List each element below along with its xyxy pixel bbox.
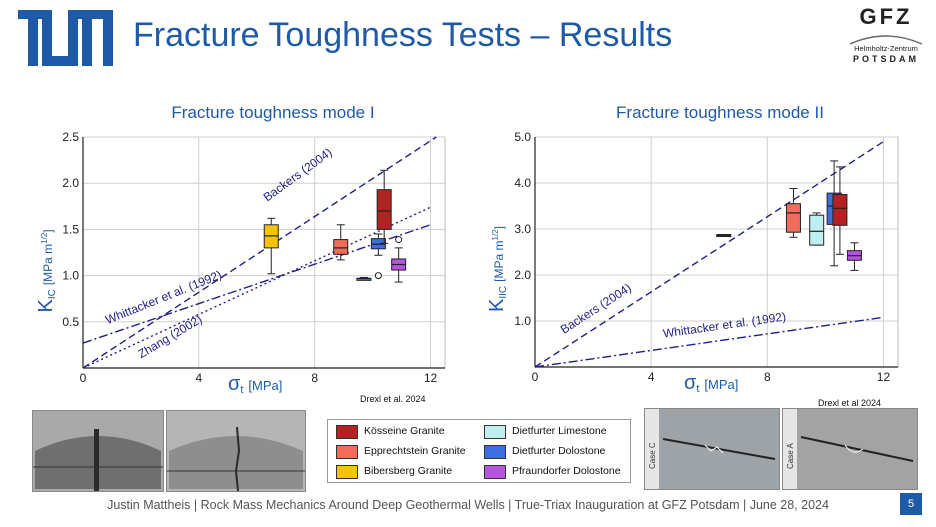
y-tick-label: 4.0 (514, 176, 531, 190)
specimen-image: Case C (645, 409, 779, 489)
legend-label: Dietfurter Dolostone (512, 445, 606, 457)
specimen-photo-mode2-a: Case A (782, 408, 918, 490)
legend-label: Dietfurter Limestone (512, 425, 607, 437)
outlier (395, 236, 403, 244)
x-axis-label: σt [MPa] (684, 372, 738, 395)
slide-title: Fracture Toughness Tests – Results (133, 16, 673, 54)
case-a-label: Case A (786, 443, 795, 469)
y-axis-label: KIC[MPa m1/2] (35, 229, 58, 312)
legend-label: Kösseine Granite (364, 425, 445, 437)
x-tick-label: 0 (532, 370, 539, 384)
y-tick-label: 2.0 (62, 176, 79, 190)
outlier (374, 272, 382, 280)
legend-swatch (336, 445, 358, 459)
x-tick-label: 12 (877, 370, 891, 384)
reference-line (534, 141, 884, 368)
box (333, 239, 349, 255)
x-tick-label: 8 (311, 371, 318, 385)
x-tick-label: 12 (424, 371, 438, 385)
y-tick-label: 1.5 (62, 222, 79, 236)
footer-text: Justin Mattheis | Rock Mass Mechanics Ar… (107, 498, 829, 512)
tum-logo (18, 10, 113, 66)
specimen-image (33, 411, 163, 491)
y-tick-label: 1.0 (514, 314, 531, 328)
x-tick-label: 8 (764, 370, 771, 384)
y-tick-label: 5.0 (514, 130, 531, 144)
legend-swatch (336, 425, 358, 439)
y-tick-label: 0.5 (62, 315, 79, 329)
legend-label: Bibersberg Granite (364, 465, 453, 477)
box (785, 203, 801, 233)
specimen-image (167, 411, 305, 491)
specimen-photo-mode1-a (32, 410, 164, 492)
source-note: Drexl et al. 2024 (360, 394, 426, 404)
x-tick-label: 0 (80, 371, 87, 385)
x-tick-label: 4 (195, 371, 202, 385)
legend-swatch (484, 465, 506, 479)
reference-line (82, 206, 431, 369)
chart-title: Fracture toughness mode II (616, 103, 824, 122)
legend-label: Pfraundorfer Dolostone (512, 465, 621, 477)
y-axis-label: KIIC[MPa m1/2] (486, 226, 509, 312)
specimen-image: Case A (783, 409, 917, 489)
x-tick-label: 4 (648, 370, 655, 384)
page-number: 5 (900, 493, 922, 515)
legend-label: Epprechtstein Granite (364, 445, 466, 457)
legend-swatch (484, 425, 506, 439)
x-axis-label: σt [MPa] (228, 373, 282, 396)
gfz-logo-swoosh (849, 35, 923, 45)
box (832, 194, 848, 226)
gfz-logo: GFZ Helmholtz-Zentrum POTSDAM (840, 4, 932, 64)
y-tick-label: 1.0 (62, 269, 79, 283)
gfz-logo-name: GFZ (859, 4, 913, 29)
box (809, 214, 825, 246)
y-tick-label: 2.5 (62, 130, 79, 144)
legend: Kösseine Granite Epprechtstein Granite B… (327, 419, 631, 483)
charts-canvas: Fracture toughness mode I 0 4 8 12 0.5 1.0 1.5 2… (35, 103, 899, 408)
legend-swatch (336, 465, 358, 479)
reference-line (82, 136, 437, 369)
box (376, 189, 392, 230)
gfz-logo-line1: Helmholtz-Zentrum (854, 44, 918, 53)
gfz-logo-line2: POTSDAM (853, 54, 919, 64)
specimen-photo-mode1-b (166, 410, 306, 492)
plot-area (82, 136, 446, 369)
case-c-label: Case C (648, 442, 657, 469)
y-tick-label: 3.0 (514, 222, 531, 236)
reference-line (534, 316, 884, 368)
source-note: Drexl et al 2024 (818, 398, 881, 408)
chart-title: Fracture toughness mode I (171, 103, 374, 122)
specimen-photo-mode2-c: Case C (644, 408, 780, 490)
legend-swatch (484, 445, 506, 459)
y-tick-label: 2.0 (514, 268, 531, 282)
reference-line (82, 224, 431, 344)
